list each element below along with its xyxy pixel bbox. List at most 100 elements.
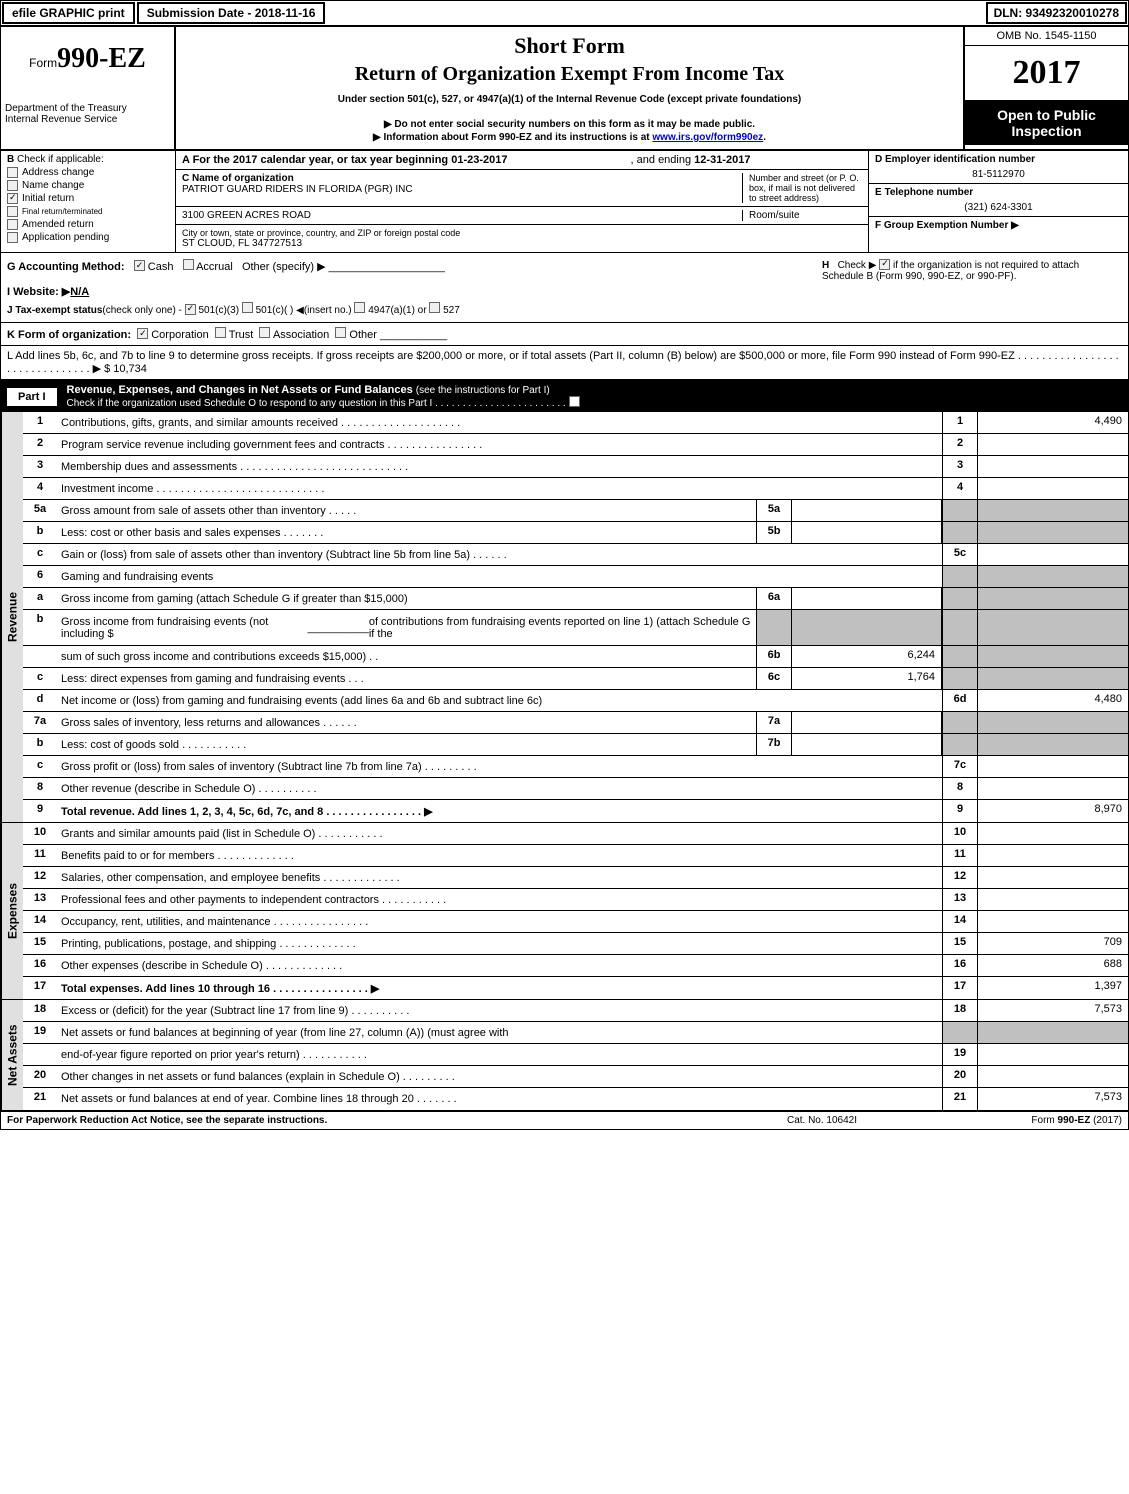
i-line: I Website: ▶N/A <box>7 285 822 298</box>
col-val <box>978 1066 1128 1087</box>
submission-date-button[interactable]: Submission Date - 2018-11-16 <box>137 2 326 24</box>
other-label: Other (specify) ▶ <box>242 261 326 273</box>
col-val-shaded <box>978 734 1128 755</box>
info-prefix: ▶ Information about Form 990-EZ and its … <box>373 132 652 143</box>
col-num: 6d <box>942 690 978 711</box>
col-val-shaded <box>978 500 1128 521</box>
info-link[interactable]: www.irs.gov/form990ez <box>652 132 763 143</box>
checkbox-icon[interactable] <box>185 304 196 315</box>
checkbox-icon[interactable] <box>7 232 18 243</box>
info-suffix: . <box>763 132 766 143</box>
line-6b-part1: b Gross income from fundraising events (… <box>23 610 1128 646</box>
col-num: 2 <box>942 434 978 455</box>
net-assets-lines: 18 Excess or (deficit) for the year (Sub… <box>23 1000 1128 1110</box>
line-5b: b Less: cost or other basis and sales ex… <box>23 522 1128 544</box>
checkbox-icon[interactable] <box>879 259 890 270</box>
checkbox-icon[interactable] <box>569 396 580 407</box>
checkbox-icon[interactable] <box>242 302 253 313</box>
j-text: (check only one) - <box>102 305 181 316</box>
line-desc: Other expenses (describe in Schedule O) … <box>57 955 942 976</box>
col-val: 688 <box>978 955 1128 976</box>
checkbox-icon[interactable] <box>7 193 18 204</box>
part1-check-text: Check if the organization used Schedule … <box>67 398 566 409</box>
col-num: 9 <box>942 800 978 822</box>
col-val <box>978 544 1128 565</box>
line-desc: Contributions, gifts, grants, and simila… <box>57 412 942 433</box>
ssn-warning: ▶ Do not enter social security numbers o… <box>186 119 953 130</box>
col-val <box>978 845 1128 866</box>
j-label: J Tax-exempt status <box>7 305 102 316</box>
sub-val <box>792 500 942 521</box>
line-11: 11 Benefits paid to or for members . . .… <box>23 845 1128 867</box>
revenue-lines: 1 Contributions, gifts, grants, and simi… <box>23 412 1128 822</box>
footer: For Paperwork Reduction Act Notice, see … <box>1 1112 1128 1129</box>
omb-number: OMB No. 1545-1150 <box>965 27 1128 46</box>
sub-val: 1,764 <box>792 668 942 689</box>
line-17: 17 Total expenses. Add lines 10 through … <box>23 977 1128 999</box>
b-label: B <box>7 154 14 165</box>
check-label: Final return/terminated <box>22 207 102 216</box>
col-val-shaded <box>978 668 1128 689</box>
part1-title: Revenue, Expenses, and Changes in Net As… <box>67 384 416 396</box>
checkbox-icon[interactable] <box>7 180 18 191</box>
line-num: d <box>23 690 57 711</box>
col-num-shaded <box>942 712 978 733</box>
check-label: Amended return <box>22 219 94 230</box>
info-line: ▶ Information about Form 990-EZ and its … <box>186 132 953 143</box>
subtitle: Under section 501(c), 527, or 4947(a)(1)… <box>186 94 953 105</box>
street-value: 3100 GREEN ACRES ROAD <box>182 210 742 221</box>
line-num: b <box>23 522 57 543</box>
line-num: 14 <box>23 911 57 932</box>
section-b-checks: B Check if applicable: Address change Na… <box>1 151 176 252</box>
checkbox-icon[interactable] <box>7 219 18 230</box>
col-val-shaded <box>978 712 1128 733</box>
col-num: 4 <box>942 478 978 499</box>
col-val <box>978 1044 1128 1065</box>
col-num-shaded <box>942 610 978 645</box>
line-desc: Other changes in net assets or fund bala… <box>57 1066 942 1087</box>
checkbox-icon[interactable] <box>335 327 346 338</box>
checkbox-icon[interactable] <box>259 327 270 338</box>
line-desc: Net assets or fund balances at beginning… <box>57 1022 942 1043</box>
check-address-change: Address change <box>7 167 169 178</box>
checkbox-icon[interactable] <box>137 328 148 339</box>
part1-label: Part I <box>7 388 57 406</box>
checkbox-icon[interactable] <box>429 302 440 313</box>
line-19b: end-of-year figure reported on prior yea… <box>23 1044 1128 1066</box>
h-label: H <box>822 260 829 271</box>
k-corp: Corporation <box>151 329 208 341</box>
line-num: 1 <box>23 412 57 433</box>
footer-right-prefix: Form <box>1031 1115 1057 1126</box>
col-num: 1 <box>942 412 978 433</box>
line-8: 8 Other revenue (describe in Schedule O)… <box>23 778 1128 800</box>
revenue-section: Revenue 1 Contributions, gifts, grants, … <box>1 412 1128 823</box>
col-num: 10 <box>942 823 978 844</box>
checkbox-icon[interactable] <box>7 206 18 217</box>
sub-val <box>792 734 942 755</box>
checkbox-icon[interactable] <box>183 259 194 270</box>
checkbox-icon[interactable] <box>134 260 145 271</box>
checkbox-icon[interactable] <box>354 302 365 313</box>
sub-num: 6a <box>756 588 792 609</box>
form-container: efile GRAPHIC print Submission Date - 20… <box>0 0 1129 1130</box>
checkbox-icon[interactable] <box>7 167 18 178</box>
col-num-shaded <box>942 734 978 755</box>
tax-year-line: A For the 2017 calendar year, or tax yea… <box>176 151 868 170</box>
col-num-shaded <box>942 500 978 521</box>
line-num: c <box>23 544 57 565</box>
col-val <box>978 434 1128 455</box>
line-num: 13 <box>23 889 57 910</box>
sub-val <box>792 522 942 543</box>
line-14: 14 Occupancy, rent, utilities, and maint… <box>23 911 1128 933</box>
line-16: 16 Other expenses (describe in Schedule … <box>23 955 1128 977</box>
line-18: 18 Excess or (deficit) for the year (Sub… <box>23 1000 1128 1022</box>
section-k: K Form of organization: Corporation Trus… <box>1 323 1128 346</box>
efile-print-button[interactable]: efile GRAPHIC print <box>2 2 135 24</box>
col-num-shaded <box>942 1022 978 1043</box>
col-val: 7,573 <box>978 1000 1128 1021</box>
col-val: 8,970 <box>978 800 1128 822</box>
checkbox-icon[interactable] <box>215 327 226 338</box>
col-num-shaded <box>942 588 978 609</box>
ein-value: 81-5112970 <box>875 169 1122 180</box>
line-desc: Salaries, other compensation, and employ… <box>57 867 942 888</box>
